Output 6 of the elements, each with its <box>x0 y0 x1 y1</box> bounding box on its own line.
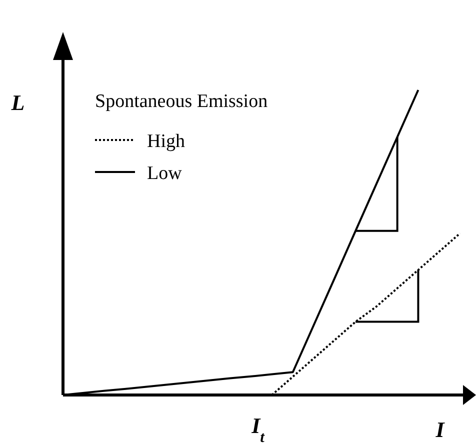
legend-label: Low <box>147 163 182 184</box>
x-axis-title: I <box>434 417 446 442</box>
legend-title: Spontaneous Emission <box>95 91 268 112</box>
legend-label: High <box>147 131 186 152</box>
text: I$_{t}$ <box>250 413 266 446</box>
y-axis-title: L <box>10 90 25 115</box>
